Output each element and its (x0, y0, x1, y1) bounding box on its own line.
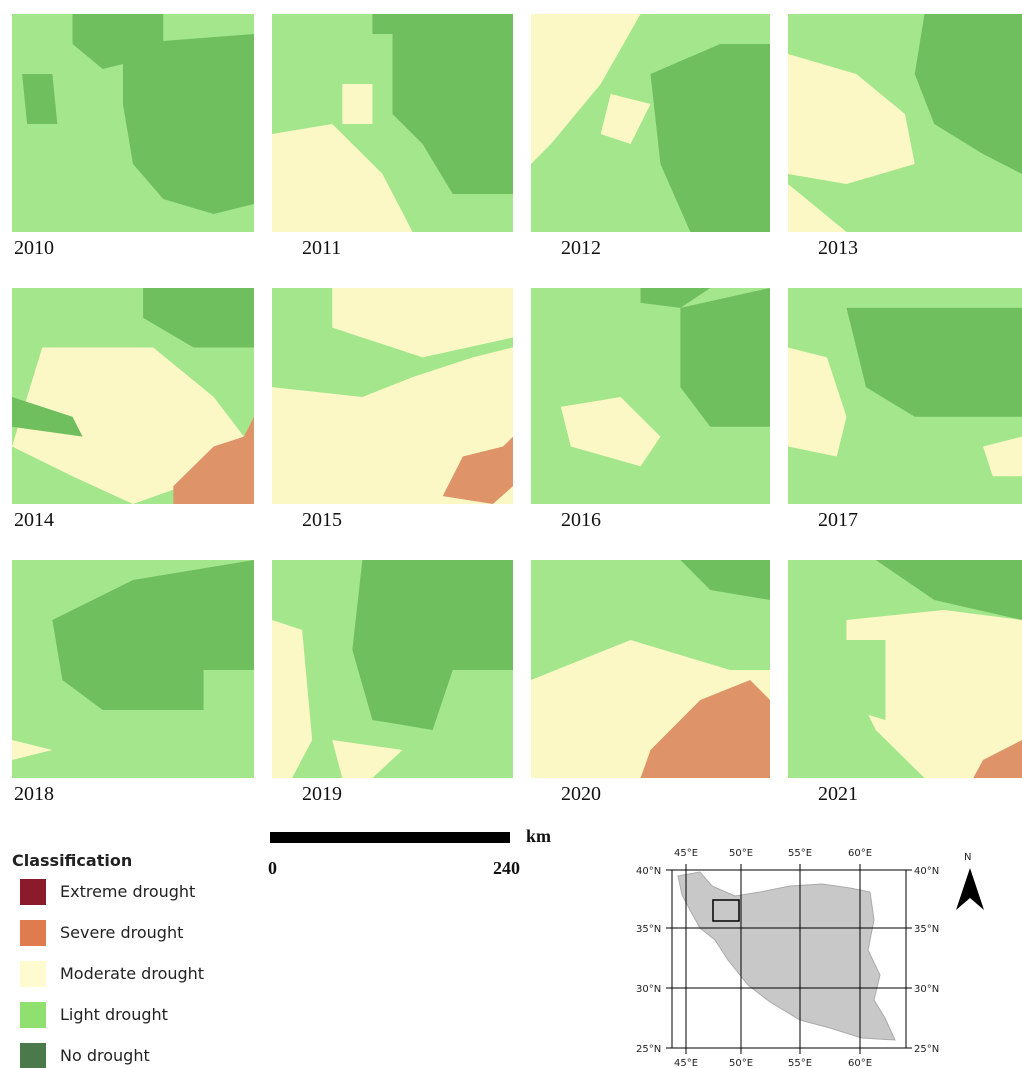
year-label: 2012 (561, 237, 601, 259)
lon-label: 50°E (729, 848, 753, 859)
map-panel (531, 288, 770, 504)
class-region (372, 14, 392, 34)
map-panel (788, 14, 1022, 232)
scale-start: 0 (268, 858, 277, 878)
lon-label: 60°E (848, 848, 872, 859)
lon-label: 50°E (729, 1058, 753, 1068)
year-label: 2010 (14, 237, 54, 259)
legend-swatch (20, 879, 46, 905)
legend-swatch (20, 1002, 46, 1028)
year-label: 2021 (818, 783, 858, 805)
map-panel (531, 560, 770, 778)
scale-end: 240 (493, 858, 520, 878)
legend-label: Severe drought (60, 923, 183, 942)
legend-label: Moderate drought (60, 964, 204, 983)
figure: Classification km 0 240 N 45°E 45°E 50°E 50… (0, 0, 1022, 1068)
year-label: 2019 (302, 783, 342, 805)
year-label: 2018 (14, 783, 54, 805)
north-label: N (964, 852, 971, 863)
year-label: 2015 (302, 509, 342, 531)
legend-label: Extreme drought (60, 882, 195, 901)
year-label: 2020 (561, 783, 601, 805)
year-label: 2016 (561, 509, 601, 531)
lon-label: 55°E (788, 848, 812, 859)
inset-map: N 45°E 45°E 50°E 50°E 55°E 55°E 60°E 60°E 40°N 40… (636, 848, 984, 1068)
scale-bar (270, 832, 510, 843)
lat-label: 35°N (636, 924, 661, 935)
year-label: 2017 (818, 509, 858, 531)
map-panel (531, 14, 770, 232)
lat-label: 25°N (914, 1044, 939, 1055)
lon-label: 45°E (674, 1058, 698, 1068)
map-panel (272, 288, 513, 504)
class-region (22, 74, 57, 124)
map-panel (12, 560, 254, 778)
legend-swatch (20, 1043, 46, 1068)
map-panel (272, 560, 513, 778)
lat-label: 30°N (914, 984, 939, 995)
year-label: 2014 (14, 509, 54, 531)
lat-label: 40°N (914, 866, 939, 877)
lat-label: 35°N (914, 924, 939, 935)
lon-label: 55°E (788, 1058, 812, 1068)
year-label: 2013 (818, 237, 858, 259)
map-panel (12, 14, 254, 232)
map-panel (788, 560, 1022, 778)
lat-label: 30°N (636, 984, 661, 995)
map-panel (12, 288, 254, 504)
legend-label: Light drought (60, 1005, 168, 1024)
map-panel (788, 288, 1022, 504)
lon-label: 60°E (848, 1058, 872, 1068)
legend-label: No drought (60, 1046, 150, 1065)
year-label: 2011 (302, 237, 341, 259)
lon-label: 45°E (674, 848, 698, 859)
class-region (342, 84, 372, 124)
legend-swatch (20, 961, 46, 987)
map-panel (272, 14, 513, 232)
legend-swatch (20, 920, 46, 946)
lat-label: 25°N (636, 1044, 661, 1055)
lat-label: 40°N (636, 866, 661, 877)
legend-title: Classification (12, 851, 132, 870)
scale-unit: km (526, 826, 551, 846)
